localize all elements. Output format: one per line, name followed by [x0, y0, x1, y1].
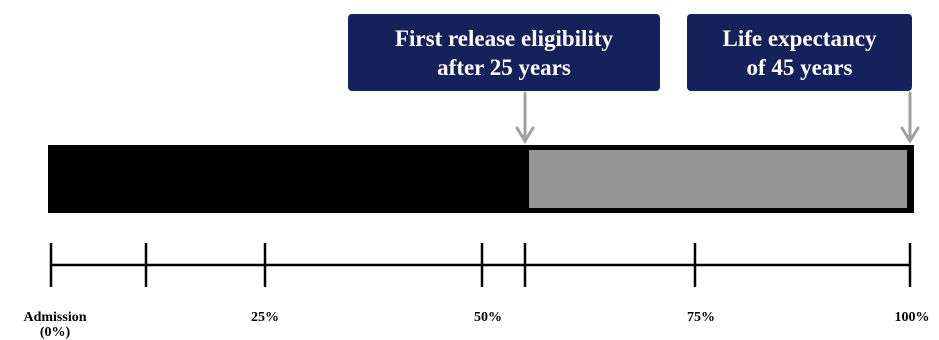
tick-label-75: 75%: [687, 310, 715, 325]
sentence-bar: [48, 145, 914, 213]
first-release-line2: after 25 years: [437, 54, 571, 80]
bar-remaining-segment: [529, 150, 907, 208]
first-release-line1: First release eligibility: [394, 25, 614, 51]
life-expectancy-callout: Life expectancy of 45 years: [687, 14, 912, 91]
tick-label-25: 25%: [251, 310, 279, 325]
tick-label-50: 50%: [474, 310, 502, 325]
bar-served-segment: [48, 145, 528, 213]
life-expectancy-line2: of 45 years: [746, 54, 853, 80]
tick-label-admission: Admission (0%): [23, 310, 87, 340]
first-release-callout: First release eligibility after 25 years: [348, 14, 660, 91]
first-release-arrow: [515, 91, 535, 144]
life-expectancy-arrow: [900, 91, 920, 144]
life-expectancy-line1: Life expectancy: [722, 25, 877, 51]
tick-label-100: 100%: [894, 310, 930, 325]
